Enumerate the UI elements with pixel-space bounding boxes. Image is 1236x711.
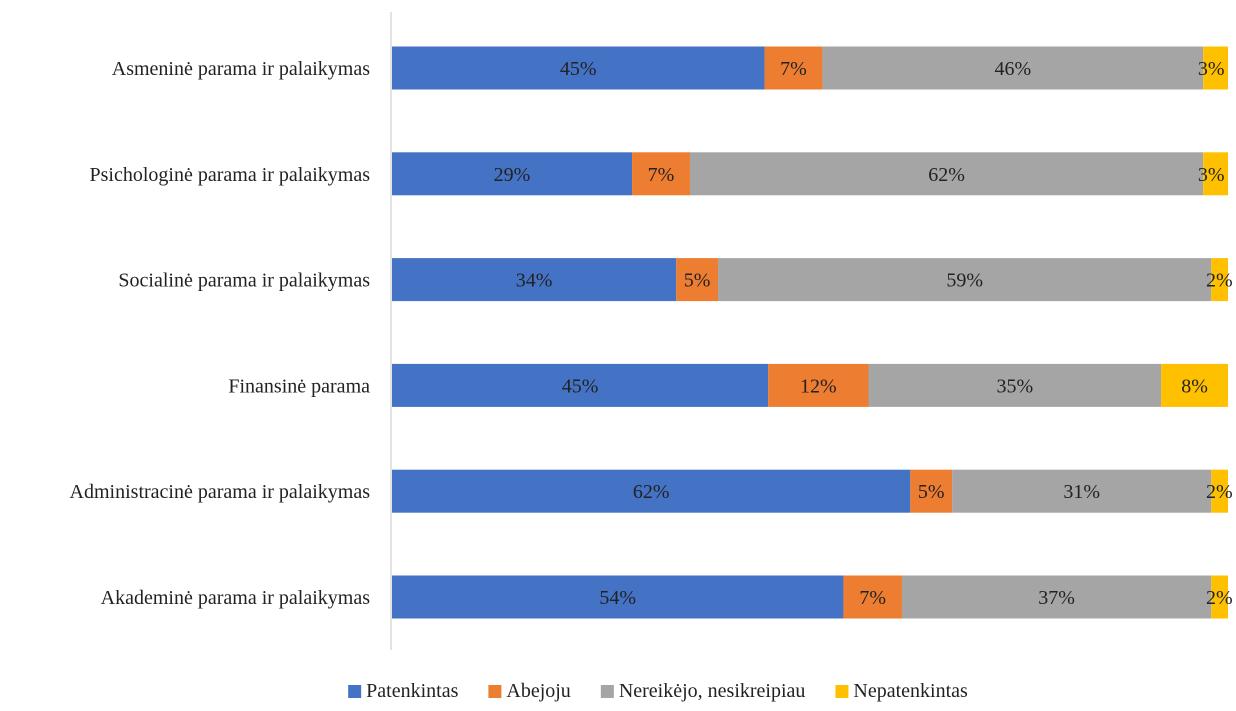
data-label: 46% bbox=[994, 58, 1031, 80]
legend-swatch-abejoju bbox=[488, 685, 502, 698]
legend-swatch-nereikejo-nesikreipiau bbox=[600, 685, 614, 698]
category-label-finansine-parama: Finansinė parama bbox=[228, 375, 370, 397]
data-label: 3% bbox=[1198, 58, 1225, 80]
category-label-socialine-parama-ir-palaikymas: Socialinė parama ir palaikymas bbox=[118, 270, 370, 292]
data-label: 2% bbox=[1206, 270, 1233, 292]
legend-label-abejoju: Abejoju bbox=[506, 680, 570, 702]
data-label: 7% bbox=[780, 58, 807, 80]
bar-segment-nereikejo-nesikreipiau bbox=[689, 152, 1204, 196]
plot-area: 45% 7% 46% 3% 29% 7% 62% 3% 34% 5% 59% 2% 45% 12% 35% 8… bbox=[392, 46, 1233, 619]
bar-segment-patenkintas bbox=[392, 469, 911, 513]
data-label: 59% bbox=[946, 270, 983, 292]
bar-segment-nepatenkintas bbox=[1211, 575, 1228, 619]
bar-segment-nepatenkintas bbox=[1161, 363, 1228, 407]
bar-segment-abejoju bbox=[768, 363, 869, 407]
bar-segment-nepatenkintas bbox=[1211, 469, 1228, 513]
legend-swatch-nepatenkintas bbox=[835, 685, 849, 698]
bar-segment-nereikejo-nesikreipiau bbox=[868, 363, 1162, 407]
category-label-psichologine-parama-ir-palaikymas: Psichologinė parama ir palaikymas bbox=[90, 164, 371, 186]
legend-swatch-patenkintas bbox=[348, 685, 362, 698]
bar-segment-nepatenkintas bbox=[1211, 258, 1228, 302]
data-label: 45% bbox=[562, 375, 599, 397]
data-label: 31% bbox=[1063, 481, 1100, 503]
bar-segment-patenkintas bbox=[392, 363, 769, 407]
category-label-administracine-parama-ir-palaikymas: Administracinė parama ir palaikymas bbox=[70, 481, 371, 503]
bar-segment-abejoju bbox=[632, 152, 690, 196]
data-label: 5% bbox=[684, 270, 711, 292]
bar-segment-nereikejo-nesikreipiau bbox=[901, 575, 1212, 619]
data-label: 35% bbox=[996, 375, 1033, 397]
data-label: 2% bbox=[1206, 481, 1233, 503]
category-label-asmenine-parama-ir-palaikymas: Asmeninė parama ir palaikymas bbox=[112, 58, 370, 80]
data-label: 62% bbox=[633, 481, 670, 503]
bar-segment-abejoju bbox=[843, 575, 902, 619]
bar-segment-abejoju bbox=[676, 258, 719, 302]
bar-segment-nereikejo-nesikreipiau bbox=[822, 46, 1204, 90]
data-label: 45% bbox=[560, 58, 597, 80]
data-label: 12% bbox=[800, 375, 837, 397]
bar-segment-nepatenkintas bbox=[1203, 152, 1228, 196]
bar-segment-abejoju bbox=[764, 46, 823, 90]
data-label: 8% bbox=[1181, 375, 1208, 397]
data-label: 29% bbox=[494, 164, 531, 186]
bar-segment-patenkintas bbox=[392, 152, 633, 196]
data-label: 37% bbox=[1038, 587, 1075, 609]
bar-segment-patenkintas bbox=[392, 46, 765, 90]
category-labels: Asmeninė parama ir palaikymas Psichologin… bbox=[70, 58, 371, 609]
category-label-akademine-parama-ir-palaikymas: Akademinė parama ir palaikymas bbox=[101, 587, 371, 609]
data-label: 5% bbox=[918, 481, 945, 503]
bar-segment-nereikejo-nesikreipiau bbox=[718, 258, 1212, 302]
bar-segment-nepatenkintas bbox=[1203, 46, 1228, 90]
bar-segment-patenkintas bbox=[392, 575, 844, 619]
bar-segment-patenkintas bbox=[392, 258, 677, 302]
data-label: 54% bbox=[599, 587, 636, 609]
data-label: 7% bbox=[859, 587, 886, 609]
data-label: 3% bbox=[1198, 164, 1225, 186]
legend: Patenkintas Abejoju Nereikėjo, nesikreipia… bbox=[348, 680, 968, 702]
data-label: 62% bbox=[928, 164, 965, 186]
legend-label-nereikejo-nesikreipiau: Nereikėjo, nesikreipiau bbox=[619, 680, 806, 702]
bar-segment-abejoju bbox=[910, 469, 953, 513]
data-label: 2% bbox=[1206, 587, 1233, 609]
bar-segment-nereikejo-nesikreipiau bbox=[952, 469, 1212, 513]
data-label: 34% bbox=[516, 270, 553, 292]
legend-label-nepatenkintas: Nepatenkintas bbox=[853, 680, 968, 702]
legend-label-patenkintas: Patenkintas bbox=[366, 680, 458, 702]
data-label: 7% bbox=[648, 164, 675, 186]
